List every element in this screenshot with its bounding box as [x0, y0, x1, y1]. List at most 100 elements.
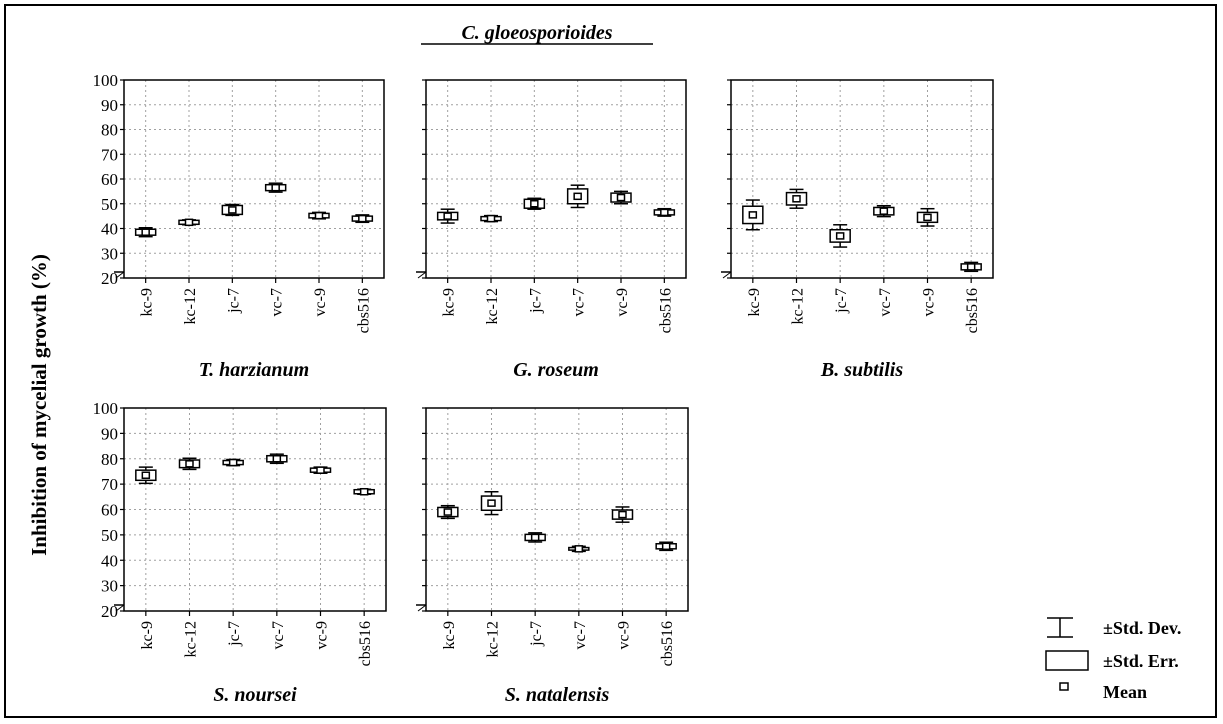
- mean-marker: [923, 213, 932, 222]
- x-tick-label: vc-7: [571, 288, 588, 316]
- panel-title: S. noursei: [213, 684, 297, 706]
- y-tick-label: 60: [101, 170, 118, 189]
- x-tick-label: jc-7: [528, 621, 545, 647]
- mean-marker: [835, 232, 845, 240]
- x-tick-label: kc-9: [441, 288, 458, 316]
- panel-title: B. subtilis: [820, 359, 903, 381]
- y-tick-label: 70: [101, 145, 118, 164]
- mean-marker: [530, 200, 539, 208]
- legend-mean-label: Mean: [1103, 682, 1147, 702]
- x-tick-label: vc-9: [921, 288, 938, 316]
- x-tick-label: kc-12: [182, 288, 199, 324]
- mean-marker: [228, 206, 237, 214]
- legend-std-dev-label: ±Std. Dev.: [1103, 618, 1181, 638]
- mean-marker: [660, 208, 669, 217]
- axis-break-slant: [115, 604, 125, 612]
- mean-marker: [443, 212, 452, 220]
- x-tick-label: jc-7: [833, 288, 850, 314]
- mean-marker: [358, 214, 367, 223]
- axis-break-slant: [115, 271, 125, 279]
- legend-std-err-label: ±Std. Err.: [1103, 651, 1179, 671]
- panel-2: kc-9 kc-12 jc-7 vc-7 vc-9 cbs516 G. roseum: [416, 79, 687, 381]
- x-tick-label: kc-12: [183, 621, 200, 657]
- mean-marker: [141, 228, 150, 236]
- x-tick-label: cbs516: [357, 621, 374, 666]
- panels: 20 30 40 50 60 70 80 90 100 kc-9 kc-12 jc-7 vc-7 vc-9…: [93, 71, 994, 706]
- legend: ±Std. Dev. ±Std. Err. Mean: [1045, 617, 1181, 702]
- y-tick-label: 40: [101, 220, 118, 239]
- y-tick-label: 20: [101, 602, 118, 621]
- y-tick-label: 20: [101, 269, 118, 288]
- x-tick-label: cbs516: [657, 288, 674, 333]
- legend-mean: Mean: [1059, 682, 1147, 702]
- mean-marker: [879, 207, 889, 215]
- mean-marker: [271, 183, 280, 192]
- axis-break-slant: [722, 271, 732, 279]
- mean-marker: [486, 214, 496, 223]
- y-tick-label: 70: [101, 475, 118, 494]
- mean-marker: [966, 263, 976, 271]
- x-tick-label: kc-12: [790, 288, 807, 324]
- y-tick-label: 50: [101, 195, 118, 214]
- y-axis-label: Inhibition of mycelial growth (%): [27, 254, 51, 556]
- x-tick-label: kc-9: [441, 621, 458, 649]
- axis-break-slant: [417, 604, 427, 612]
- mean-marker: [530, 533, 540, 542]
- legend-std-dev: ±Std. Dev.: [1047, 617, 1181, 638]
- mean-marker: [359, 487, 369, 496]
- mean-marker: [228, 458, 238, 467]
- mean-marker: [616, 193, 626, 202]
- legend-mean-marker: [1059, 682, 1069, 691]
- panel-title: T. harzianum: [199, 359, 309, 381]
- mean-marker: [141, 471, 151, 479]
- panel-title: G. roseum: [513, 359, 599, 381]
- legend-std-err-box: [1045, 650, 1089, 671]
- figure-frame: [4, 4, 1217, 718]
- y-tick-label: 30: [101, 244, 118, 263]
- x-tick-label: vc-7: [877, 288, 894, 316]
- x-tick-label: jc-7: [226, 621, 243, 647]
- chart-title: C. gloeosporioides: [461, 22, 612, 44]
- mean-marker: [443, 508, 453, 516]
- x-tick-label: kc-9: [139, 621, 156, 649]
- x-tick-label: kc-9: [746, 288, 763, 316]
- x-tick-label: vc-7: [270, 621, 287, 649]
- panel-title: S. natalensis: [505, 684, 610, 706]
- mean-marker: [618, 510, 627, 519]
- y-tick-label: 100: [93, 399, 119, 418]
- mean-marker: [272, 455, 282, 463]
- axis-break-slant: [417, 271, 427, 279]
- y-tick-label: 90: [101, 424, 118, 443]
- mean-marker: [314, 211, 324, 220]
- y-tick-label: 80: [101, 121, 118, 140]
- y-tick-label: 100: [93, 71, 119, 90]
- mean-marker: [185, 460, 194, 468]
- panel-1: 20 30 40 50 60 70 80 90 100 kc-9 kc-12 jc-7 vc-7 vc-9…: [93, 71, 385, 381]
- x-tick-label: vc-7: [572, 621, 589, 649]
- mean-marker: [316, 466, 325, 474]
- mean-marker: [792, 195, 801, 203]
- y-tick-label: 40: [101, 551, 118, 570]
- mean-marker: [184, 218, 194, 227]
- x-tick-label: vc-9: [314, 621, 331, 649]
- y-tick-label: 30: [101, 577, 118, 596]
- x-tick-label: vc-9: [616, 621, 633, 649]
- panel-5: kc-9 kc-12 jc-7 vc-7 vc-9 cbs516 S. natalensis: [416, 407, 689, 706]
- x-tick-label: kc-12: [485, 621, 502, 657]
- y-tick-label: 90: [101, 96, 118, 115]
- y-tick-label: 60: [101, 501, 118, 520]
- x-tick-label: vc-7: [269, 288, 286, 316]
- x-tick-label: jc-7: [225, 288, 242, 314]
- x-tick-label: vc-9: [614, 288, 631, 316]
- mean-marker: [487, 499, 496, 507]
- x-tick-label: vc-9: [312, 288, 329, 316]
- x-tick-label: cbs516: [355, 288, 372, 333]
- panel-3: kc-9 kc-12 jc-7 vc-7 vc-9 cbs516 B. subtilis: [721, 79, 994, 381]
- mean-marker: [574, 545, 584, 553]
- y-tick-label: 50: [101, 526, 118, 545]
- y-tick-label: 80: [101, 450, 118, 469]
- x-tick-label: kc-9: [139, 288, 156, 316]
- x-tick-label: jc-7: [527, 288, 544, 314]
- legend-std-err: ±Std. Err.: [1045, 650, 1179, 671]
